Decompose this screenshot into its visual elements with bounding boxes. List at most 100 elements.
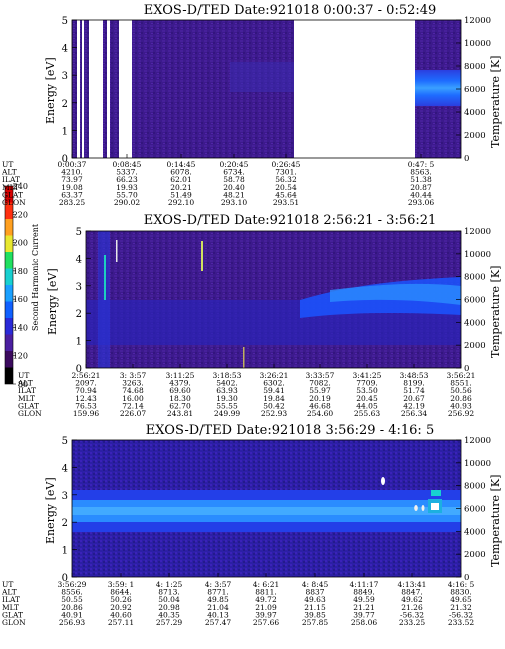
ephemeris-value: 51.74 — [403, 386, 425, 395]
y2-tick-label: 8000 — [464, 62, 486, 72]
ephemeris-value: 20.92 — [110, 603, 132, 612]
ephemeris-row-label: GLON — [2, 198, 26, 207]
colorbar-frame — [4, 185, 14, 385]
y2-tick-label: 12000 — [464, 227, 491, 237]
ephemeris-row-label: UT — [18, 371, 29, 380]
ephemeris-value: 3:33:57 — [306, 371, 335, 380]
ephemeris-row-label: GLON — [2, 618, 26, 627]
colorbar-swatch — [5, 202, 13, 219]
panel-1-plot — [72, 20, 461, 158]
colorbar: 80 120 140 160 180 200 220 240 Second Harmonic … — [4, 182, 40, 389]
ephemeris-row-label: ALT — [1, 168, 17, 177]
ephemeris-value: 257.47 — [205, 618, 231, 627]
y2-tick-label: 10000 — [464, 39, 491, 49]
ephemeris-value: 20.87 — [410, 183, 432, 192]
ephemeris-value: 7301. — [275, 168, 296, 177]
ephemeris-value: 70.94 — [75, 386, 97, 395]
panel-2-plot — [86, 231, 461, 368]
ephemeris-value: 21.04 — [207, 603, 229, 612]
panel-1-y2label: Temperature [K] — [489, 56, 502, 148]
y-tick-label: 1 — [62, 546, 68, 557]
ephemeris-value: 49.85 — [207, 595, 229, 604]
y-tick-label: 1 — [62, 126, 68, 137]
ephemeris-value: 226.07 — [120, 409, 146, 418]
y2-tick-label: 10000 — [464, 459, 491, 469]
ephemeris-value: 258.06 — [351, 618, 377, 627]
ephemeris-value: 4:16: 5 — [448, 580, 475, 589]
ephemeris-value: 19.84 — [263, 394, 285, 403]
ephemeris-value: 3:26:21 — [260, 371, 289, 380]
ephemeris-value: 20.21 — [170, 183, 191, 192]
ephemeris-value: 20.98 — [158, 603, 180, 612]
panel-1-band — [230, 62, 294, 92]
y2-tick-label: 4000 — [464, 318, 486, 328]
panel-3-spot — [414, 505, 418, 511]
colorbar-swatch — [5, 235, 13, 252]
ephemeris-value: 256.93 — [59, 618, 85, 627]
ephemeris-value: 50.42 — [263, 401, 285, 410]
y-tick-label: 3 — [62, 491, 68, 502]
ephemeris-value: 290.02 — [114, 198, 140, 207]
ephemeris-value: 283.25 — [59, 198, 85, 207]
y2-tick-label: 12000 — [464, 16, 491, 26]
ephemeris-value: 55.70 — [116, 190, 138, 199]
ephemeris-value: 255.63 — [354, 409, 380, 418]
ephemeris-value: 19.08 — [61, 183, 83, 192]
panel-3-plot — [72, 440, 461, 577]
colorbar-tick-label: 120 — [13, 352, 28, 361]
ephemeris-value: 63.37 — [61, 190, 83, 199]
ephemeris-value: 0:14:45 — [167, 160, 196, 169]
ephemeris-value: 20.67 — [403, 394, 425, 403]
panel-1-gap — [82, 20, 84, 158]
y2-tick-label: 10000 — [464, 250, 491, 260]
y2-tick-label: 2000 — [464, 131, 486, 141]
ephemeris-row-label: GLAT — [18, 401, 39, 410]
panel-3-spot — [381, 477, 385, 485]
ephemeris-value: 40.35 — [158, 610, 180, 619]
ephemeris-value: 2097. — [75, 379, 96, 388]
ephemeris-value: 6734. — [223, 168, 244, 177]
y-tick-label: 5 — [62, 16, 68, 27]
ephemeris-value: 12.43 — [75, 394, 97, 403]
ephemeris-value: 40.13 — [207, 610, 229, 619]
ephemeris-value: 58.78 — [223, 175, 245, 184]
y2-tick-label: 4000 — [464, 108, 486, 118]
panel-3-band — [72, 507, 461, 515]
colorbar-tick-label: 180 — [13, 267, 28, 276]
ephemeris-value: 21.26 — [401, 603, 423, 612]
ephemeris-value: 53.50 — [356, 386, 378, 395]
y2-tick-label: 6000 — [464, 296, 486, 306]
ephemeris-value: 233.52 — [448, 618, 474, 627]
ephemeris-value: 292.10 — [168, 198, 194, 207]
ephemeris-value: 0:47: 5 — [408, 160, 435, 169]
ephemeris-value: 49.59 — [353, 595, 375, 604]
ephemeris-value: 7082. — [309, 379, 330, 388]
colorbar-tick-label: 240 — [13, 182, 28, 191]
ephemeris-value: 7709. — [356, 379, 377, 388]
ephemeris-value: 39.77 — [353, 610, 375, 619]
panel-3-ephemeris: UTALTILATMLTGLATGLON3:56:298556.50.5520.… — [1, 580, 474, 627]
y2-tick-label: 0 — [464, 573, 469, 583]
ephemeris-value: 59.41 — [263, 386, 284, 395]
colorbar-swatch — [5, 367, 13, 384]
y-tick-label: 3 — [76, 282, 82, 293]
ephemeris-row-label: GLAT — [2, 610, 23, 619]
ephemeris-value: 8811. — [255, 588, 276, 597]
colorbar-label: Second Harmonic Current — [31, 223, 40, 331]
panel-1-ephemeris: UTALTILATMLTGLATGLON0:00:374210.73.9719.… — [1, 160, 434, 207]
y-tick-label: 3 — [62, 71, 68, 82]
ephemeris-value: 0:00:37 — [58, 160, 87, 169]
panel-1-gap — [89, 20, 103, 158]
y2-tick-label: 12000 — [464, 436, 491, 446]
panel-1-gap — [294, 20, 415, 158]
panel-3-y2label: Temperature [K] — [489, 475, 502, 567]
ephemeris-value: 40.91 — [61, 610, 82, 619]
ephemeris-value: 73.97 — [61, 175, 83, 184]
panel-2-streak — [201, 241, 203, 271]
panel-3-spot — [431, 503, 439, 510]
ephemeris-value: 20.54 — [275, 183, 297, 192]
ephemeris-value: 20.40 — [223, 183, 245, 192]
y2-tick-label: 0 — [464, 364, 469, 374]
ephemeris-value: 51.49 — [170, 190, 192, 199]
